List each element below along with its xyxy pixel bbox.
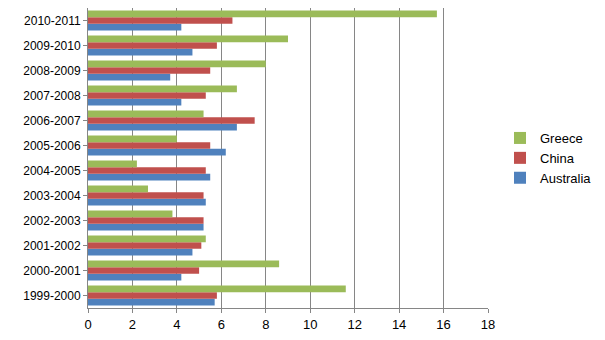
svg-text:0: 0 [84,317,91,332]
svg-text:2008-2009: 2008-2009 [23,64,81,78]
svg-text:2003-2004: 2003-2004 [23,189,81,203]
svg-text:Australia: Australia [540,171,591,186]
svg-text:2005-2006: 2005-2006 [23,139,81,153]
svg-text:4: 4 [173,317,180,332]
svg-text:Greece: Greece [540,131,583,146]
svg-text:14: 14 [392,317,406,332]
svg-text:1999-2000: 1999-2000 [23,289,81,303]
svg-text:12: 12 [347,317,361,332]
svg-text:2001-2002: 2001-2002 [23,239,81,253]
svg-text:2000-2001: 2000-2001 [23,264,81,278]
svg-text:2004-2005: 2004-2005 [23,164,81,178]
svg-text:2007-2008: 2007-2008 [23,89,81,103]
svg-text:2006-2007: 2006-2007 [23,114,81,128]
svg-text:2: 2 [129,317,136,332]
svg-text:2009-2010: 2009-2010 [23,39,81,53]
svg-text:6: 6 [218,317,225,332]
svg-text:2010-2011: 2010-2011 [24,14,81,28]
svg-text:China: China [540,151,575,166]
svg-text:10: 10 [303,317,317,332]
svg-text:18: 18 [481,317,495,332]
svg-text:16: 16 [436,317,450,332]
svg-text:2002-2003: 2002-2003 [23,214,81,228]
svg-text:8: 8 [262,317,269,332]
